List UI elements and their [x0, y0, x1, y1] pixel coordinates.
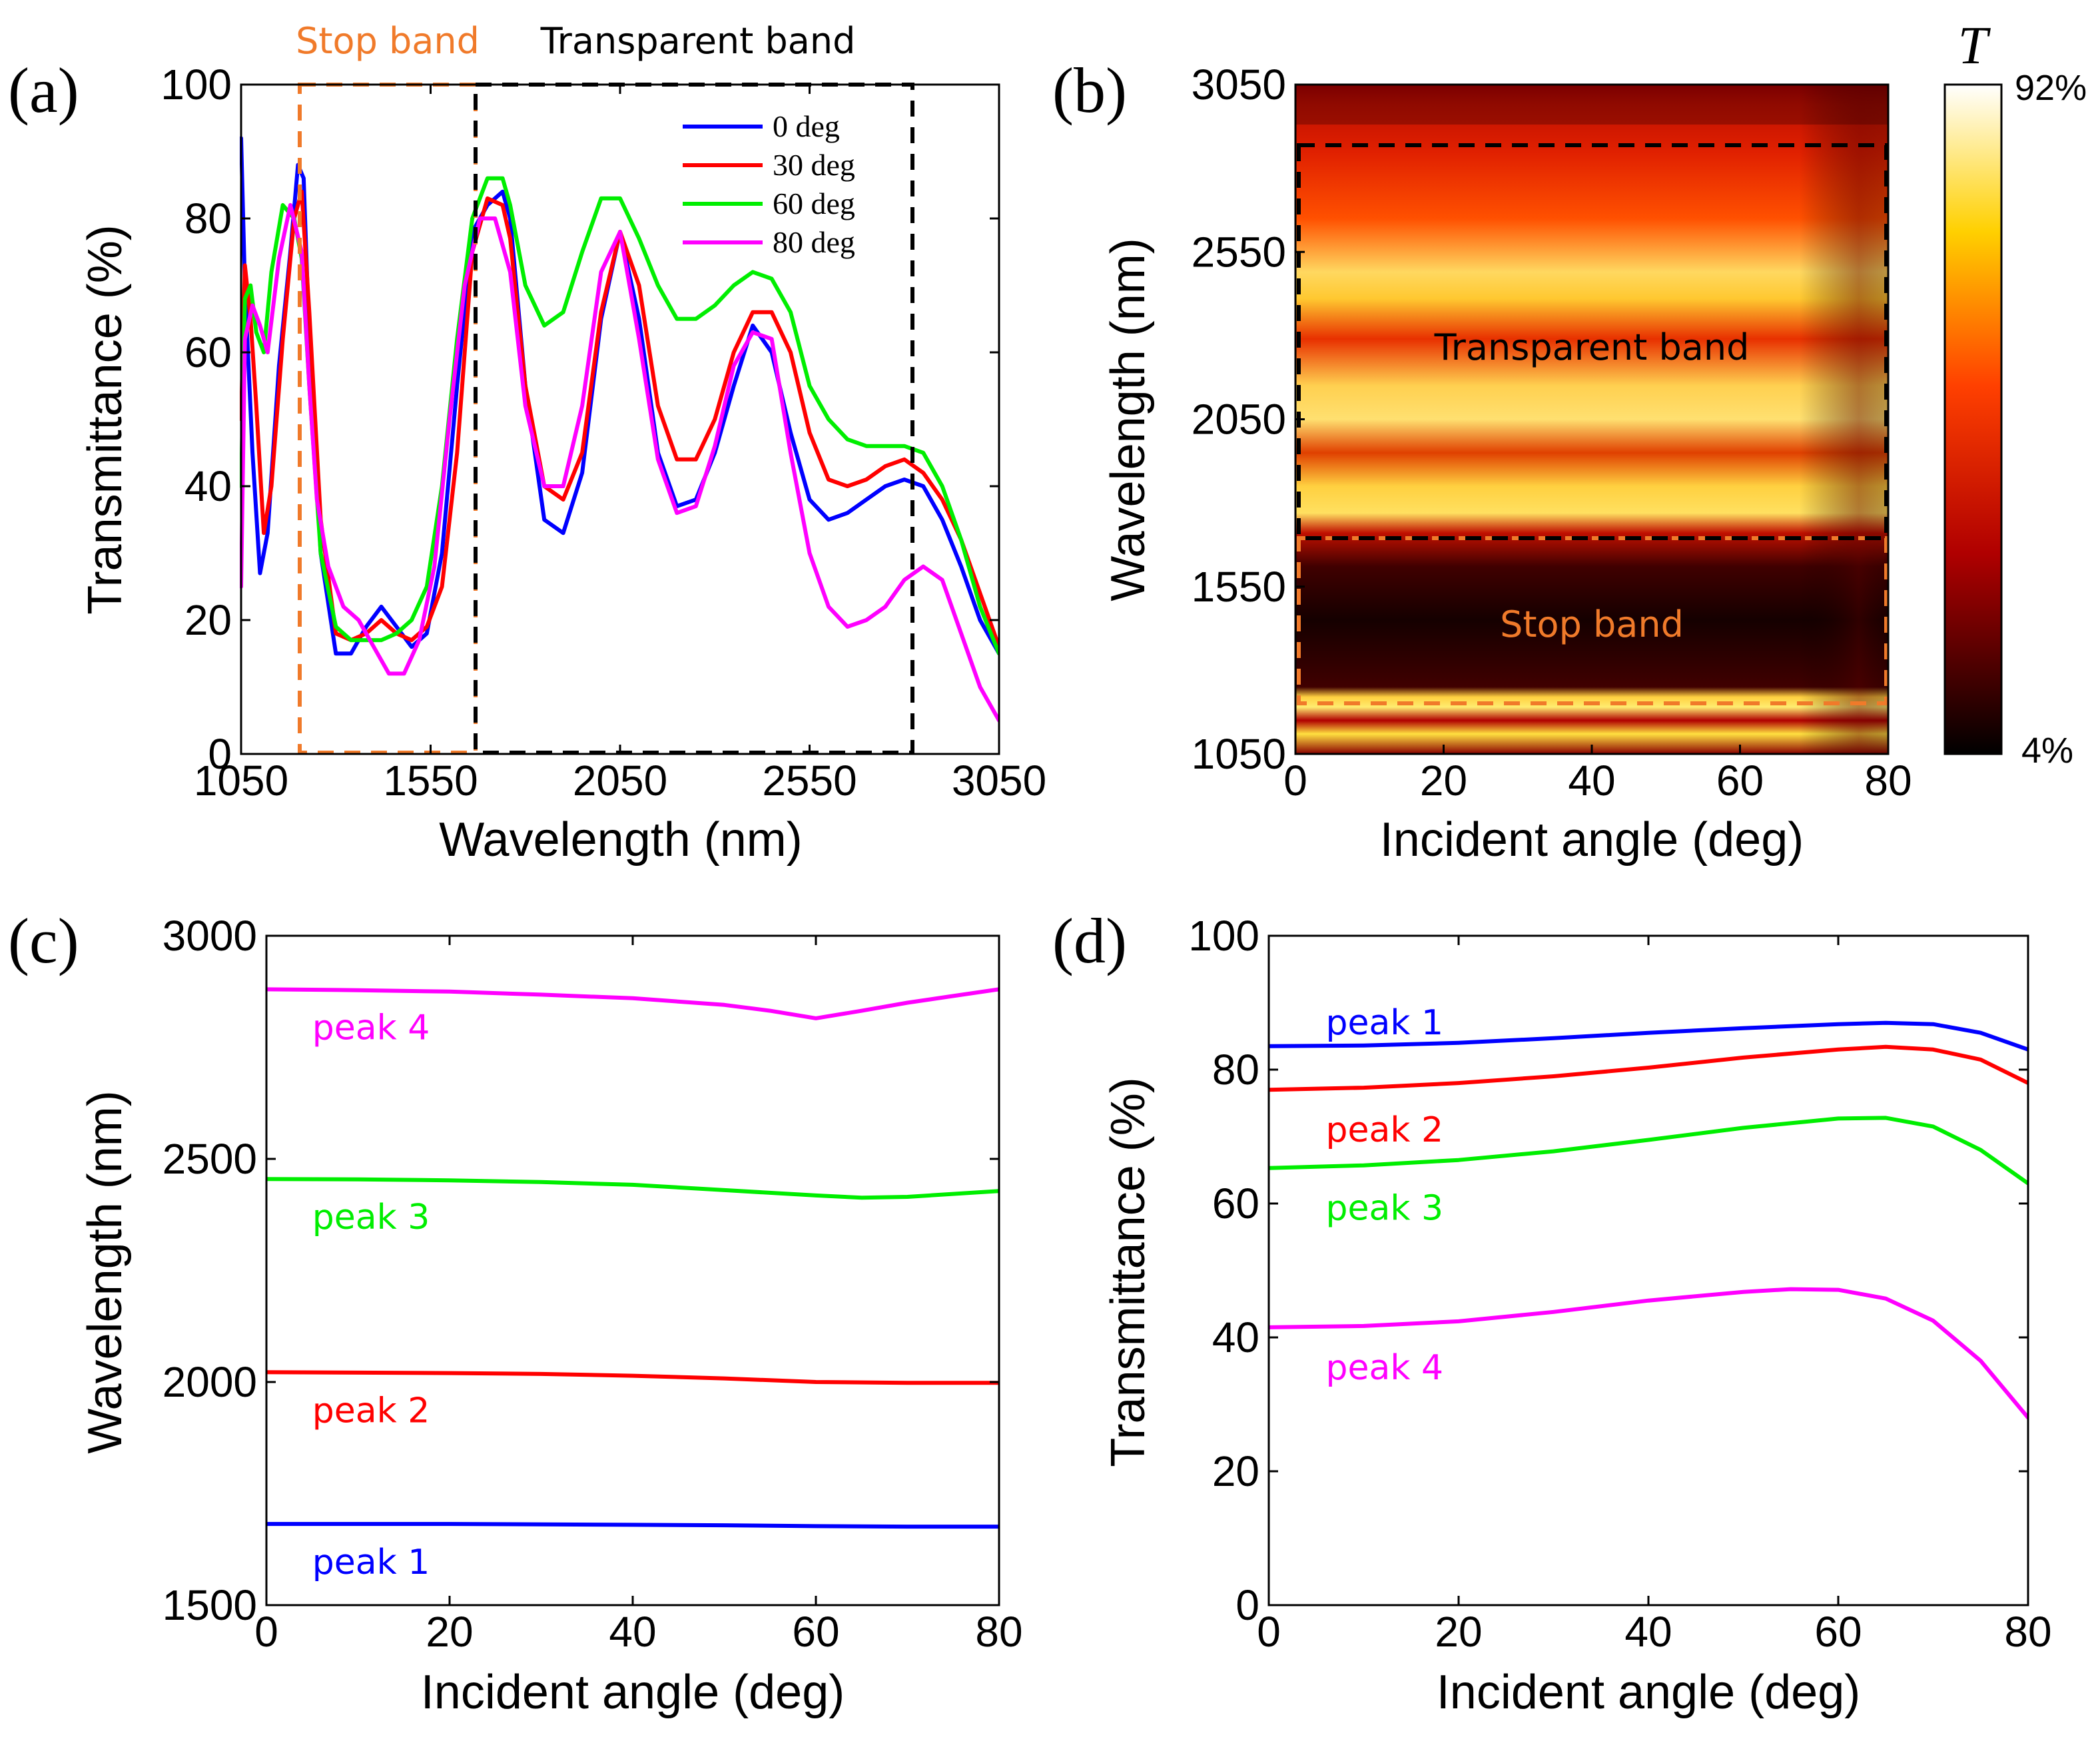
series-60-deg: [240, 176, 999, 656]
legend: 0 deg 30 deg 60 deg 80 deg: [683, 109, 855, 259]
peak-label-peak-3: peak 3: [312, 1198, 430, 1237]
legend-entry-60-deg: 60 deg: [773, 186, 855, 220]
y-tick-label: 2500: [163, 1135, 257, 1183]
series-peak-3: [1269, 1116, 2028, 1186]
x-tick-label: 20: [1435, 1608, 1482, 1656]
y-tick-label: 20: [184, 596, 232, 644]
panel-a-label: (a): [8, 55, 79, 126]
heatmap-stop-band-label: Stop band: [1500, 603, 1684, 645]
y-axis-title-c: Wavelength (nm): [79, 1090, 132, 1454]
colorbar-min-label: 4%: [2021, 731, 2073, 771]
x-tick-label: 2050: [573, 757, 667, 805]
y-axis-title-d: Transmittance (%): [1102, 1077, 1155, 1467]
heatmap-transparent-band-box: [1297, 143, 1888, 540]
x-tick-label: 1550: [383, 757, 478, 805]
legend-entry-30-deg: 30 deg: [773, 148, 855, 182]
y-tick-label: 2550: [1192, 228, 1286, 276]
series-peak-4: [1269, 1287, 2028, 1420]
y-tick-label: 60: [184, 328, 232, 376]
heatmap-edge-shade: [1295, 85, 1888, 754]
panel-a: (a) Stop band Transparent band 1050 1550 2…: [8, 20, 1046, 867]
y-tick-label: 1550: [1192, 563, 1286, 611]
transparent-band-label: Transparent band: [540, 20, 856, 62]
series-peak-1: [1269, 1020, 2028, 1052]
peak-label-peak-2: peak 2: [1326, 1110, 1444, 1150]
y-tick-label: 40: [184, 462, 232, 510]
x-axis-title-a: Wavelength (nm): [439, 813, 803, 867]
series-peak-2: [266, 1370, 999, 1385]
x-tick-label: 60: [1716, 757, 1764, 805]
y-tick-label: 0: [1235, 1581, 1259, 1629]
transparent-band-box: [474, 83, 914, 755]
y-tick-label: 0: [208, 730, 232, 778]
y-tick-label: 80: [1212, 1046, 1259, 1094]
y-tick-label: 20: [1212, 1447, 1259, 1495]
peak-label-peak-4: peak 4: [1326, 1348, 1444, 1388]
x-tick-label: 80: [975, 1608, 1022, 1656]
axes-frame-a: [240, 83, 1000, 755]
x-tick-label: 40: [609, 1608, 656, 1656]
panel-d: (d) 0 20 40 60 80 0 20 40 60 80 100 peak 1 peak 2 pe…: [1052, 905, 2052, 1719]
y-axis-title-a: Transmittance (%): [79, 224, 132, 614]
peak-label-peak-1: peak 1: [312, 1543, 430, 1582]
y-tick-label: 1050: [1192, 730, 1286, 778]
y-tick-label: 80: [184, 194, 232, 242]
x-tick-label: 1050: [194, 757, 288, 805]
y-tick-label: 3000: [163, 912, 257, 960]
y-tick-label: 3050: [1192, 61, 1286, 109]
x-tick-label: 20: [1420, 757, 1467, 805]
legend-entry-80-deg: 80 deg: [773, 225, 855, 259]
colorbar: [1943, 83, 2003, 755]
colorbar-title: T: [1958, 17, 1991, 75]
x-axis-title-b: Incident angle (deg): [1380, 813, 1804, 867]
y-tick-label: 100: [1188, 912, 1259, 960]
x-tick-label: 0: [1283, 757, 1307, 805]
peak-label-peak-1: peak 1: [1326, 1003, 1444, 1043]
x-tick-label: 0: [254, 1608, 278, 1656]
x-tick-label: 80: [1864, 757, 1912, 805]
x-tick-label: 3050: [952, 757, 1046, 805]
y-axis-title-b: Wavelength (nm): [1102, 238, 1155, 601]
peak-label-peak-2: peak 2: [312, 1391, 430, 1431]
heatmap-stop-band-box: [1297, 536, 1888, 705]
panel-b: (b) Transparent band Stop band 0 20 40 60 80…: [1052, 17, 2087, 867]
panel-b-label: (b): [1052, 55, 1127, 126]
panel-c-label: (c): [8, 905, 79, 976]
series-peak-4: [266, 987, 999, 1020]
peak-label-peak-3: peak 3: [1326, 1189, 1444, 1229]
x-axis-title-d: Incident angle (deg): [1437, 1666, 1860, 1719]
y-tick-label: 100: [161, 61, 232, 109]
y-tick-label: 2000: [163, 1358, 257, 1406]
x-tick-label: 60: [792, 1608, 839, 1656]
panel-d-label: (d): [1052, 905, 1127, 976]
x-tick-label: 0: [1257, 1608, 1281, 1656]
y-tick-label: 60: [1212, 1180, 1259, 1227]
series-80-deg: [240, 202, 999, 723]
x-tick-label: 80: [2004, 1608, 2051, 1656]
series-30-deg: [240, 189, 999, 649]
x-tick-label: 2550: [762, 757, 857, 805]
y-tick-label: 2050: [1192, 396, 1286, 444]
x-tick-label: 40: [1624, 1608, 1672, 1656]
series-0-deg: [240, 136, 999, 656]
series-peak-2: [1269, 1044, 2028, 1092]
series-peak-3: [266, 1177, 999, 1200]
x-tick-label: 60: [1814, 1608, 1862, 1656]
heatmap-top-shade: [1295, 85, 1888, 125]
series-peak-1: [266, 1522, 999, 1529]
x-tick-label: 20: [426, 1608, 473, 1656]
peak-label-peak-4: peak 4: [312, 1008, 430, 1048]
legend-entry-0-deg: 0 deg: [773, 109, 840, 143]
x-tick-label: 40: [1568, 757, 1615, 805]
colorbar-max-label: 92%: [2015, 68, 2087, 108]
y-tick-label: 1500: [163, 1581, 257, 1629]
panel-c: (c) 0 20 40 60 80 1500 2000 2500 3000 peak 1 peak…: [8, 905, 1023, 1719]
y-tick-label: 40: [1212, 1313, 1259, 1361]
x-axis-title-c: Incident angle (deg): [421, 1666, 845, 1719]
heatmap-transparent-band-label: Transparent band: [1434, 326, 1750, 368]
stop-band-label: Stop band: [296, 20, 480, 62]
